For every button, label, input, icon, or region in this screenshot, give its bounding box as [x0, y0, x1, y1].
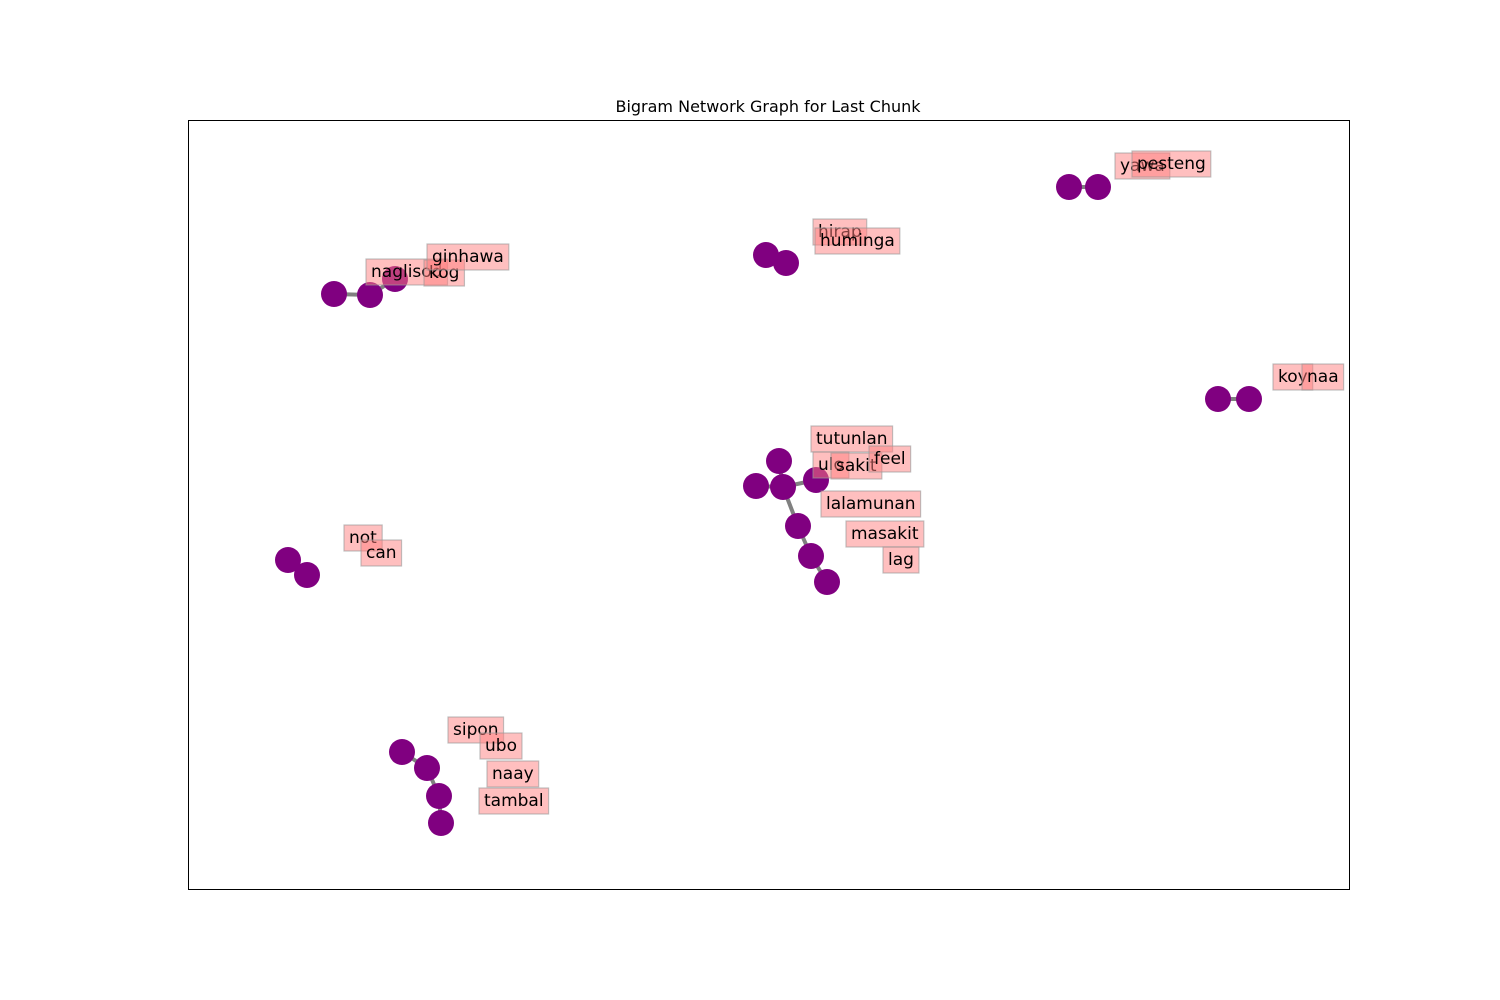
label-box-lag [882, 546, 920, 574]
node-sakit [770, 474, 796, 500]
label-feel: feel [868, 445, 912, 473]
node-ulo [743, 473, 769, 499]
label-text-huminga: huminga [820, 231, 895, 251]
label-box-masakit [845, 520, 925, 548]
label-huminga: huminga [814, 227, 901, 255]
label-text-feel: feel [874, 449, 906, 469]
label-box-pesteng [1131, 150, 1212, 178]
label-box-ginhawa [426, 243, 510, 271]
label-box-naay [486, 760, 540, 788]
label-text-lag: lag [888, 550, 914, 570]
label-box-huminga [814, 227, 901, 255]
node-tambal [428, 810, 454, 836]
label-naay: naay [486, 760, 540, 788]
label-ginhawa: ginhawa [426, 243, 510, 271]
node-koy [1205, 386, 1231, 412]
label-naa: naa [1301, 363, 1345, 391]
label-box-naa [1301, 363, 1345, 391]
label-box-tambal [478, 787, 550, 815]
node-yawa [1056, 174, 1082, 200]
node-sipon [389, 739, 415, 765]
axes-frame [188, 120, 1350, 890]
label-text-can: can [366, 543, 397, 563]
node-can [294, 562, 320, 588]
label-text-ginhawa: ginhawa [432, 247, 504, 267]
label-can: can [360, 539, 403, 567]
label-text-tutunlan: tutunlan [816, 429, 888, 449]
node-kog [357, 282, 383, 308]
node-lag [814, 569, 840, 595]
label-text-koy: koy [1278, 367, 1308, 387]
node-ubo [414, 755, 440, 781]
graph-title: Bigram Network Graph for Last Chunk [615, 97, 921, 116]
node-tutunlan [766, 448, 792, 474]
label-tambal: tambal [478, 787, 550, 815]
node-hirap [753, 242, 779, 268]
label-lag: lag [882, 546, 920, 574]
nodes-layer [275, 174, 1262, 836]
node-naa [1236, 386, 1262, 412]
node-pesteng [1085, 174, 1111, 200]
label-text-naay: naay [492, 764, 534, 784]
node-naglisod [321, 281, 347, 307]
node-lalamunan [785, 513, 811, 539]
label-text-pesteng: pesteng [1137, 154, 1206, 174]
label-box-can [360, 539, 403, 567]
label-tutunlan: tutunlan [810, 425, 894, 453]
label-lalamunan: lalamunan [820, 490, 922, 518]
label-text-masakit: masakit [851, 524, 919, 544]
label-box-ubo [479, 732, 523, 760]
label-box-lalamunan [820, 490, 922, 518]
labels-layer: yawapestenghiraphuminganaglisodkogginhaw… [343, 150, 1345, 815]
node-masakit [798, 543, 824, 569]
node-huminga [773, 250, 799, 276]
label-text-naa: naa [1307, 367, 1339, 387]
label-ubo: ubo [479, 732, 523, 760]
label-text-sakit: sakit [836, 456, 877, 476]
label-text-ubo: ubo [485, 736, 517, 756]
label-box-feel [868, 445, 912, 473]
node-naay [426, 783, 452, 809]
label-pesteng: pesteng [1131, 150, 1212, 178]
label-text-tambal: tambal [484, 791, 544, 811]
label-masakit: masakit [845, 520, 925, 548]
node-not [275, 547, 301, 573]
label-text-lalamunan: lalamunan [826, 494, 916, 514]
